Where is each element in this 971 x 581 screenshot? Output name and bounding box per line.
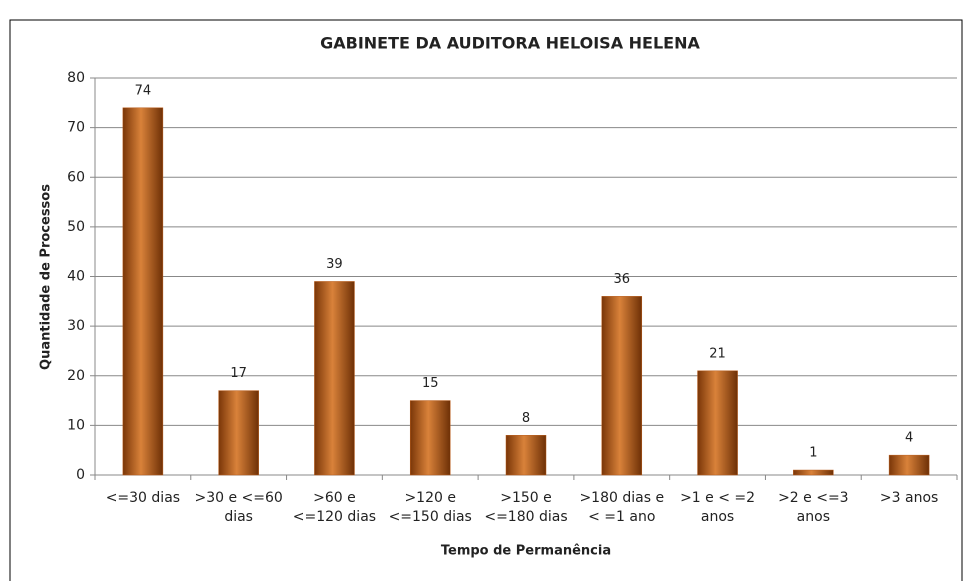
bar	[409, 400, 451, 476]
y-tick-label: 10	[67, 417, 85, 433]
x-tick-label: >30 e <=60 dias	[194, 490, 282, 525]
value-label: 21	[709, 346, 726, 361]
chart-title: GABINETE DA AUDITORA HELOISA HELENA	[320, 34, 700, 53]
value-label: 39	[326, 257, 343, 272]
x-tick-label: >60 e <=120 dias	[293, 490, 376, 525]
x-tick-label: >120 e <=150 dias	[389, 490, 472, 525]
bar	[218, 390, 259, 476]
x-tick-label: >1 e < =2 anos	[680, 490, 755, 525]
y-tick-label: 20	[67, 368, 85, 384]
value-label: 8	[522, 411, 530, 426]
chart-frame	[9, 19, 963, 581]
y-tick-label: 80	[67, 70, 85, 86]
bar	[697, 370, 738, 476]
y-tick-label: 60	[67, 169, 85, 185]
x-tick-label: >150 e <=180 dias	[484, 490, 567, 525]
y-tick-label: 0	[76, 467, 85, 483]
y-axis-label: Quantidade de Processos	[39, 184, 54, 370]
value-label: 36	[614, 272, 631, 287]
value-label: 17	[230, 366, 247, 381]
value-label: 15	[422, 376, 439, 391]
x-tick-label: >180 dias e < =1 ano	[579, 490, 664, 525]
y-tick-label: 40	[67, 269, 85, 285]
x-tick-label: <=30 dias	[106, 490, 180, 506]
y-tick-label: 50	[67, 219, 85, 235]
value-label: 4	[905, 431, 913, 446]
bar	[505, 435, 547, 476]
x-axis-label: Tempo de Permanência	[441, 544, 611, 559]
bar	[314, 281, 355, 476]
y-tick-label: 30	[67, 318, 85, 334]
x-tick-label: >3 anos	[880, 490, 938, 506]
x-tick-label: >2 e <=3 anos	[778, 490, 849, 525]
y-tick-label: 70	[67, 120, 85, 136]
value-label: 1	[809, 446, 817, 461]
bar	[793, 469, 834, 476]
bar	[601, 296, 643, 476]
bar	[888, 454, 930, 476]
bar	[122, 107, 164, 476]
value-label: 74	[135, 83, 152, 98]
